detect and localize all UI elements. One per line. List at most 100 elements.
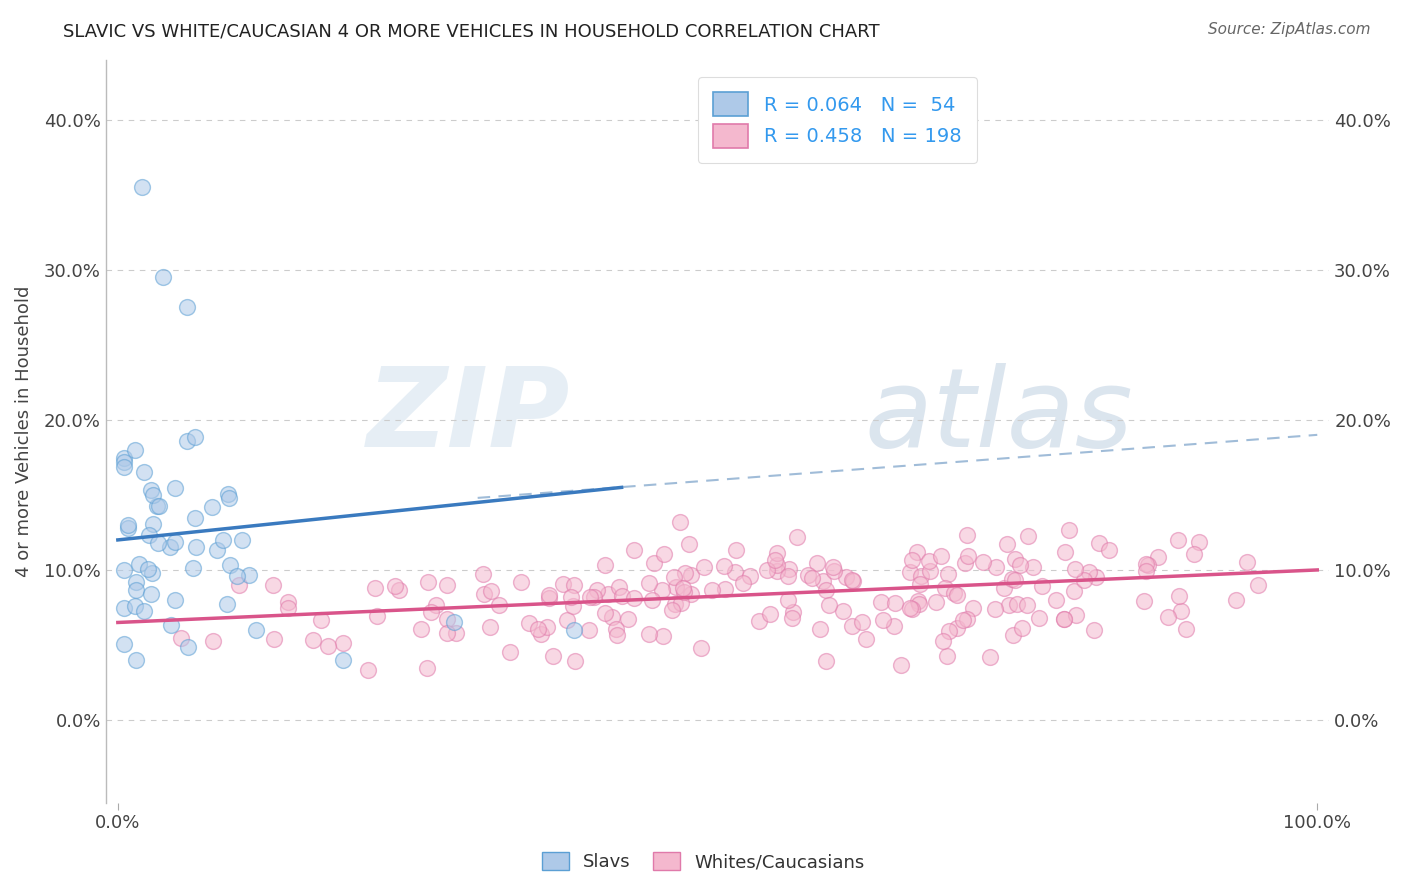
Point: [1022, 560, 1045, 574]
Point: [778, 561, 800, 575]
Point: [766, 558, 789, 573]
Point: [662, 570, 685, 584]
Point: [1010, 558, 1032, 573]
Point: [1053, 612, 1076, 626]
Point: [160, 617, 183, 632]
Point: [159, 540, 181, 554]
Point: [679, 587, 702, 601]
Point: [1054, 545, 1077, 559]
Point: [1057, 524, 1080, 538]
Point: [125, 653, 148, 667]
Point: [818, 599, 841, 613]
Point: [823, 565, 845, 579]
Point: [763, 552, 786, 566]
Point: [956, 528, 979, 542]
Point: [740, 569, 762, 583]
Point: [664, 597, 686, 611]
Point: [623, 591, 645, 605]
Point: [907, 594, 929, 608]
Point: [148, 499, 170, 513]
Point: [142, 488, 165, 502]
Point: [357, 663, 380, 677]
Point: [1001, 572, 1024, 586]
Point: [641, 593, 664, 607]
Point: [226, 569, 249, 583]
Point: [883, 619, 905, 633]
Point: [228, 578, 250, 592]
Point: [537, 588, 560, 602]
Point: [690, 641, 713, 656]
Point: [835, 570, 858, 584]
Point: [797, 568, 820, 582]
Legend: R = 0.064   N =  54, R = 0.458   N = 198: R = 0.064 N = 54, R = 0.458 N = 198: [697, 77, 977, 163]
Point: [731, 575, 754, 590]
Point: [936, 566, 959, 581]
Point: [112, 459, 135, 474]
Point: [277, 601, 299, 615]
Point: [801, 571, 824, 585]
Point: [238, 567, 260, 582]
Point: [138, 528, 160, 542]
Point: [163, 592, 186, 607]
Point: [551, 577, 574, 591]
Point: [786, 530, 808, 544]
Point: [870, 595, 893, 609]
Point: [332, 636, 354, 650]
Point: [579, 590, 602, 604]
Point: [1017, 529, 1039, 543]
Point: [984, 560, 1007, 574]
Point: [562, 599, 585, 613]
Point: [124, 599, 146, 613]
Point: [652, 548, 675, 562]
Point: [1004, 551, 1026, 566]
Point: [1083, 623, 1105, 637]
Point: [693, 560, 716, 574]
Point: [956, 612, 979, 626]
Point: [905, 545, 928, 559]
Point: [176, 300, 198, 314]
Text: Source: ZipAtlas.com: Source: ZipAtlas.com: [1208, 22, 1371, 37]
Point: [1085, 570, 1108, 584]
Point: [557, 613, 579, 627]
Point: [952, 613, 974, 627]
Point: [1225, 592, 1247, 607]
Point: [851, 615, 873, 629]
Point: [415, 661, 437, 675]
Point: [918, 554, 941, 568]
Point: [1066, 607, 1088, 622]
Point: [832, 604, 855, 618]
Point: [946, 621, 969, 635]
Point: [643, 557, 665, 571]
Point: [908, 597, 931, 611]
Point: [478, 619, 501, 633]
Point: [131, 180, 153, 194]
Point: [578, 624, 600, 638]
Point: [934, 581, 956, 595]
Point: [1015, 598, 1038, 612]
Point: [814, 654, 837, 668]
Point: [201, 633, 224, 648]
Point: [231, 533, 253, 547]
Text: atlas: atlas: [865, 363, 1133, 470]
Point: [1088, 535, 1111, 549]
Point: [211, 533, 233, 548]
Point: [638, 575, 661, 590]
Point: [766, 545, 789, 559]
Point: [536, 620, 558, 634]
Point: [139, 587, 162, 601]
Point: [901, 552, 924, 566]
Point: [998, 598, 1021, 612]
Point: [651, 582, 673, 597]
Point: [218, 491, 240, 506]
Point: [700, 582, 723, 597]
Point: [1002, 627, 1025, 641]
Point: [1167, 533, 1189, 547]
Point: [1247, 578, 1270, 592]
Point: [201, 500, 224, 514]
Point: [446, 626, 468, 640]
Point: [758, 607, 780, 621]
Point: [1031, 579, 1053, 593]
Point: [782, 605, 804, 619]
Point: [823, 559, 845, 574]
Point: [1147, 549, 1170, 564]
